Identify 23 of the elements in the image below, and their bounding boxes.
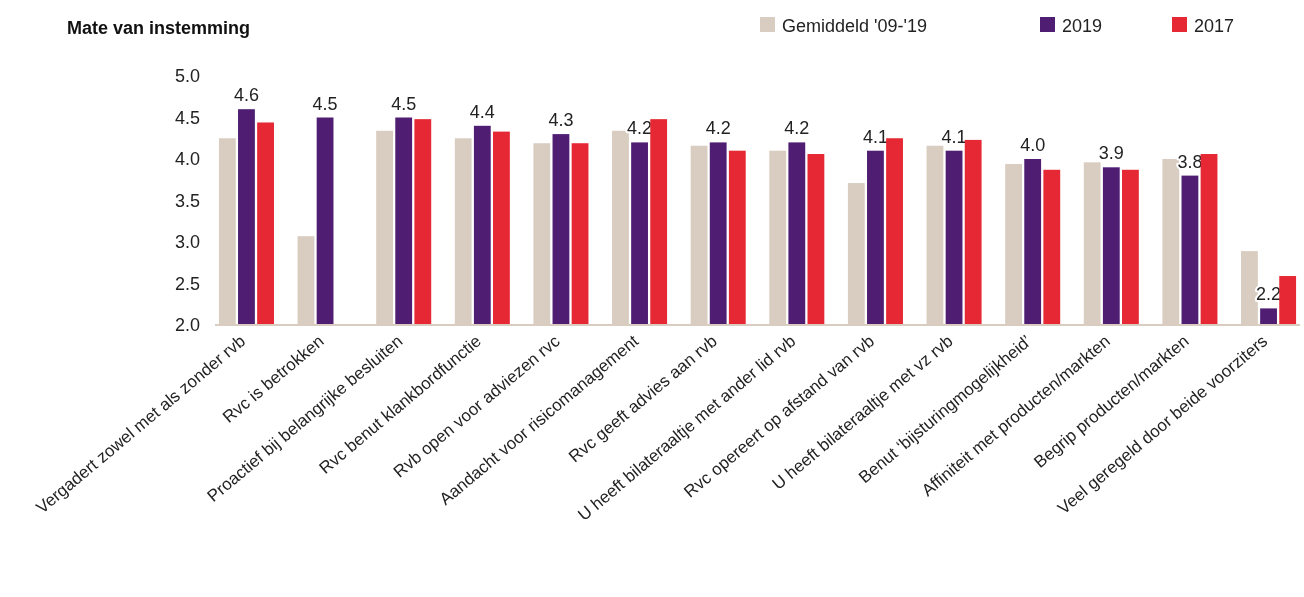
- data-label: 4.0: [1020, 135, 1046, 155]
- data-label: 4.1: [941, 126, 967, 147]
- data-label: 3.8: [1177, 151, 1203, 172]
- data-label: 4.3: [548, 110, 574, 131]
- legend-label: 2019: [1062, 16, 1103, 36]
- data-label: 3.9: [1098, 143, 1124, 164]
- data-label: 4.2: [705, 118, 731, 139]
- legend-label: 2017: [1194, 16, 1235, 36]
- data-label: 4.5: [312, 93, 338, 114]
- data-label: 4.6: [233, 85, 259, 106]
- data-label: 4.4: [469, 101, 495, 122]
- y-tick-label: 3.0: [174, 232, 200, 252]
- y-tick-label: 3.5: [174, 190, 200, 211]
- chart-title: Mate van instemming: [67, 18, 251, 38]
- y-tick-label: 4.5: [174, 107, 200, 128]
- y-tick-label: 2.5: [174, 273, 200, 294]
- data-label: 4.1: [862, 126, 888, 147]
- data-label: 4.5: [391, 93, 417, 114]
- y-tick-label: 2.0: [174, 315, 200, 335]
- y-tick-label: 5.0: [174, 66, 200, 86]
- legend-label: Gemiddeld '09-'19: [782, 16, 927, 36]
- data-label: 4.2: [784, 118, 810, 139]
- y-tick-label: 4.0: [174, 149, 200, 169]
